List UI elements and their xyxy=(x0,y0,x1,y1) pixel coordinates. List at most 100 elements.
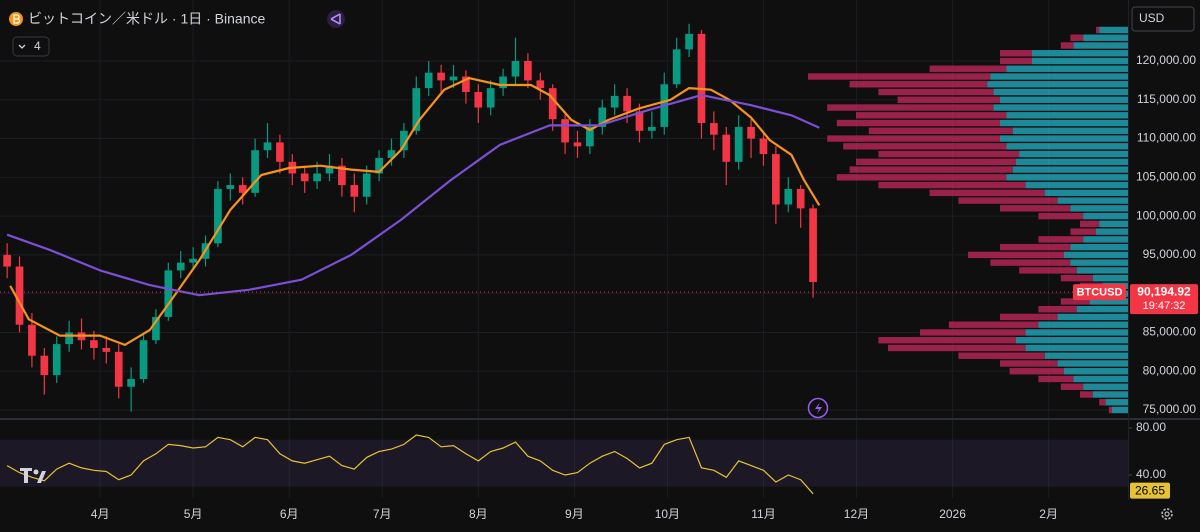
profile-bar-up xyxy=(1083,212,1128,220)
candle-body xyxy=(238,185,247,193)
x-tick-label: 9月 xyxy=(565,507,584,521)
profile-bar-up xyxy=(1089,298,1128,305)
x-tick-label: 7月 xyxy=(373,507,392,521)
profile-bar-up xyxy=(1083,34,1128,41)
profile-bar-up xyxy=(1019,150,1128,158)
profile-bar-down xyxy=(990,259,1071,266)
profile-bar-down xyxy=(1080,220,1100,228)
profile-bar-up xyxy=(1032,50,1128,57)
candle-body xyxy=(809,208,817,283)
rsi-last-tag xyxy=(1130,482,1170,499)
candle-body xyxy=(412,88,421,131)
price-layer xyxy=(0,23,1128,495)
profile-bar-down xyxy=(843,143,1007,150)
profile-bar-down xyxy=(1038,236,1084,243)
candle-body xyxy=(648,126,656,131)
profile-bar-down xyxy=(836,119,1000,127)
moving-average-line xyxy=(6,94,820,297)
profile-bar-down xyxy=(1000,360,1058,367)
x-tick-label: 4月 xyxy=(91,507,110,521)
candle-body xyxy=(176,262,185,271)
profile-bar-up xyxy=(1064,251,1128,259)
profile-bar-up xyxy=(1006,112,1128,119)
profile-bar-up xyxy=(1092,391,1128,398)
candle-body xyxy=(449,76,458,81)
candle-body xyxy=(722,134,731,162)
profile-bar-down xyxy=(1070,34,1084,41)
profile-bar-up xyxy=(1025,181,1128,189)
candle-body xyxy=(263,142,272,151)
profile-bar-down xyxy=(1060,42,1074,49)
profile-bar-down xyxy=(929,189,1045,197)
y-tick-label: 115,000.00 xyxy=(1137,92,1196,106)
y-tick-label: 95,000.00 xyxy=(1143,247,1197,261)
candle-body xyxy=(598,107,607,127)
last-price-tag xyxy=(1130,284,1198,315)
candle-body xyxy=(3,254,11,267)
profile-bar-down xyxy=(808,73,991,80)
candle-body xyxy=(114,351,123,387)
tradingview-logo xyxy=(20,468,46,483)
candle-body xyxy=(796,188,805,209)
label-layer: 4月 5月 6月 7月 8月 9月 10月 11月 12月 2026 2月 75,000.00 80,0… xyxy=(91,53,1198,521)
candle-body xyxy=(338,165,346,186)
profile-bar-up xyxy=(1099,220,1128,228)
candle-body xyxy=(499,76,507,89)
symbol-title: ビットコイン／米ドル · 1日 · Binance xyxy=(28,11,265,27)
candle-body xyxy=(127,378,135,387)
candle-body xyxy=(536,80,545,89)
profile-bar-down xyxy=(878,88,994,96)
profile-bar-up xyxy=(1025,344,1128,352)
symbol-tag xyxy=(1073,284,1126,301)
profile-bar-down xyxy=(1000,205,1071,212)
x-tick-label: 6月 xyxy=(280,507,299,521)
profile-bar-up xyxy=(1076,267,1128,274)
settings-icon[interactable] xyxy=(1161,508,1173,520)
profile-bar-down xyxy=(878,181,1026,189)
profile-bar-up xyxy=(1070,205,1128,212)
profile-bar-down xyxy=(1070,228,1096,235)
profile-bar-up xyxy=(1000,96,1128,103)
bitcoin-glyph xyxy=(13,14,21,24)
alert-icon[interactable] xyxy=(807,397,829,419)
profile-bar-up xyxy=(1064,368,1128,375)
candle-body xyxy=(685,33,693,50)
candle-body xyxy=(387,150,396,158)
candle-body xyxy=(350,185,359,197)
profile-bar-down xyxy=(929,65,1007,72)
community-icon[interactable] xyxy=(327,10,345,28)
candle-body xyxy=(375,157,383,174)
indicator-toggle[interactable]: 4 xyxy=(12,36,50,57)
currency-label: USD xyxy=(1139,11,1165,25)
profile-bar-up xyxy=(1044,189,1128,197)
profile-bar-up xyxy=(993,104,1128,111)
profile-bar-down xyxy=(856,112,1007,119)
profile-bar-up xyxy=(987,81,1128,88)
profile-bar-down xyxy=(878,337,1016,344)
candle-body xyxy=(226,185,235,189)
candle-body xyxy=(189,258,197,263)
candle-body xyxy=(102,347,111,352)
profile-bar-down xyxy=(1060,298,1090,305)
profile-bar-down xyxy=(1099,399,1106,406)
candle-body xyxy=(710,123,718,135)
profile-bar-down xyxy=(888,344,1026,352)
profile-bar-down xyxy=(1060,274,1093,282)
profile-bar-down xyxy=(1019,267,1077,274)
y-tick-label: 80.00 xyxy=(1136,420,1166,434)
candle-body xyxy=(152,316,160,341)
currency-button[interactable]: USD xyxy=(1131,6,1195,32)
profile-bar-up xyxy=(1092,274,1128,282)
moving-average-line xyxy=(9,77,821,346)
last-price-label: 90,194.92 xyxy=(1137,284,1191,298)
x-tick-label: 10月 xyxy=(655,507,680,521)
profile-bar-down xyxy=(1000,57,1032,65)
x-tick-label: 2月 xyxy=(1039,507,1058,521)
profile-bar-down xyxy=(856,158,1016,166)
candle-body xyxy=(747,126,755,139)
profile-bar-down xyxy=(827,135,1000,142)
profile-bar-down xyxy=(1080,391,1093,398)
profile-bar-up xyxy=(1083,383,1128,390)
profile-bar-up xyxy=(1038,321,1128,328)
